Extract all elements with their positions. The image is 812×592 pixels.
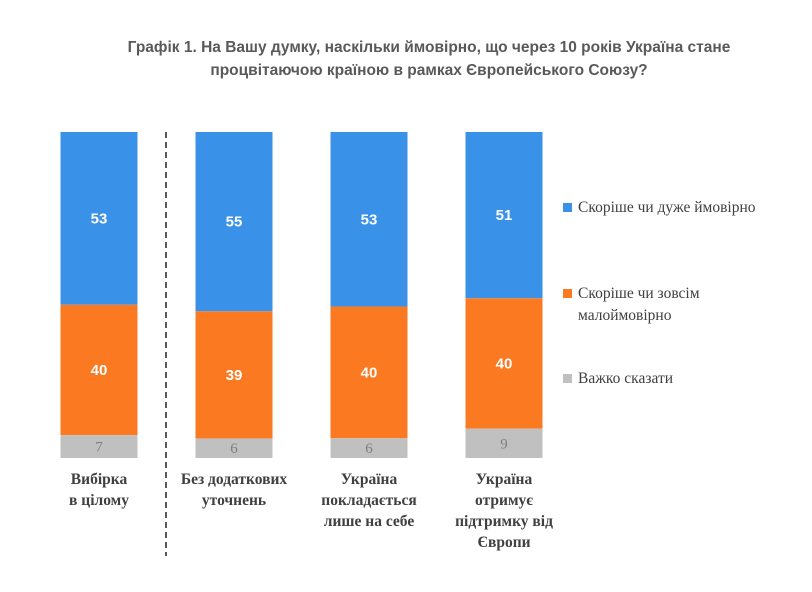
category-label-3: Україна покладається лише на себе (321, 471, 416, 530)
bar-segment-3-series-3 (330, 438, 408, 458)
data-label-1-series-1: 53 (91, 210, 108, 227)
bar-segment-4-series-2 (465, 298, 543, 429)
bar-segment-4-series-3 (465, 428, 543, 458)
legend-label-1: Скоріше чи дуже ймовірно (578, 199, 756, 216)
bar-segment-3-series-1 (330, 132, 408, 307)
data-label-4-series-1: 51 (496, 207, 513, 224)
data-label-1-series-3: 7 (95, 440, 103, 456)
legend-swatch-2 (563, 289, 572, 298)
legend-swatch-1 (563, 203, 572, 212)
chart-title-line-1: Графік 1. На Вашу думку, наскільки ймові… (127, 39, 731, 56)
bar-segment-3-series-2 (330, 306, 408, 439)
category-label-1: Вибірка в цілому (69, 471, 129, 509)
bar-segment-2-series-1 (195, 132, 273, 312)
bar-segment-1-series-3 (60, 435, 138, 458)
bar-segment-4-series-1 (465, 132, 543, 299)
data-label-3-series-3: 6 (365, 441, 373, 457)
bar-segment-1-series-2 (60, 304, 138, 436)
data-label-2-series-3: 6 (230, 441, 238, 457)
data-label-2-series-2: 39 (226, 367, 243, 384)
data-label-4-series-2: 40 (496, 355, 513, 372)
legend-label-2: Скоріше чи зовсім малоймовірно (578, 285, 700, 324)
data-label-2-series-1: 55 (226, 214, 243, 231)
chart-title-line-2: процвітаючою країною в рамках Європейськ… (210, 62, 648, 79)
bar-segment-2-series-3 (195, 438, 273, 458)
category-label-2: Без додаткових уточнень (181, 471, 288, 509)
chart-title: Графік 1. На Вашу думку, наскільки ймові… (0, 36, 812, 82)
bar-segment-2-series-2 (195, 311, 273, 439)
bar-segment-1-series-1 (60, 132, 138, 305)
data-label-3-series-1: 53 (361, 211, 378, 228)
data-label-3-series-2: 40 (361, 364, 378, 381)
data-label-1-series-2: 40 (91, 362, 108, 379)
legend-swatch-3 (563, 374, 572, 383)
legend-label-3: Важко сказати (578, 370, 673, 387)
data-label-4-series-3: 9 (500, 436, 508, 452)
category-label-4: Україна отримує підтримку від Європи (455, 471, 553, 551)
